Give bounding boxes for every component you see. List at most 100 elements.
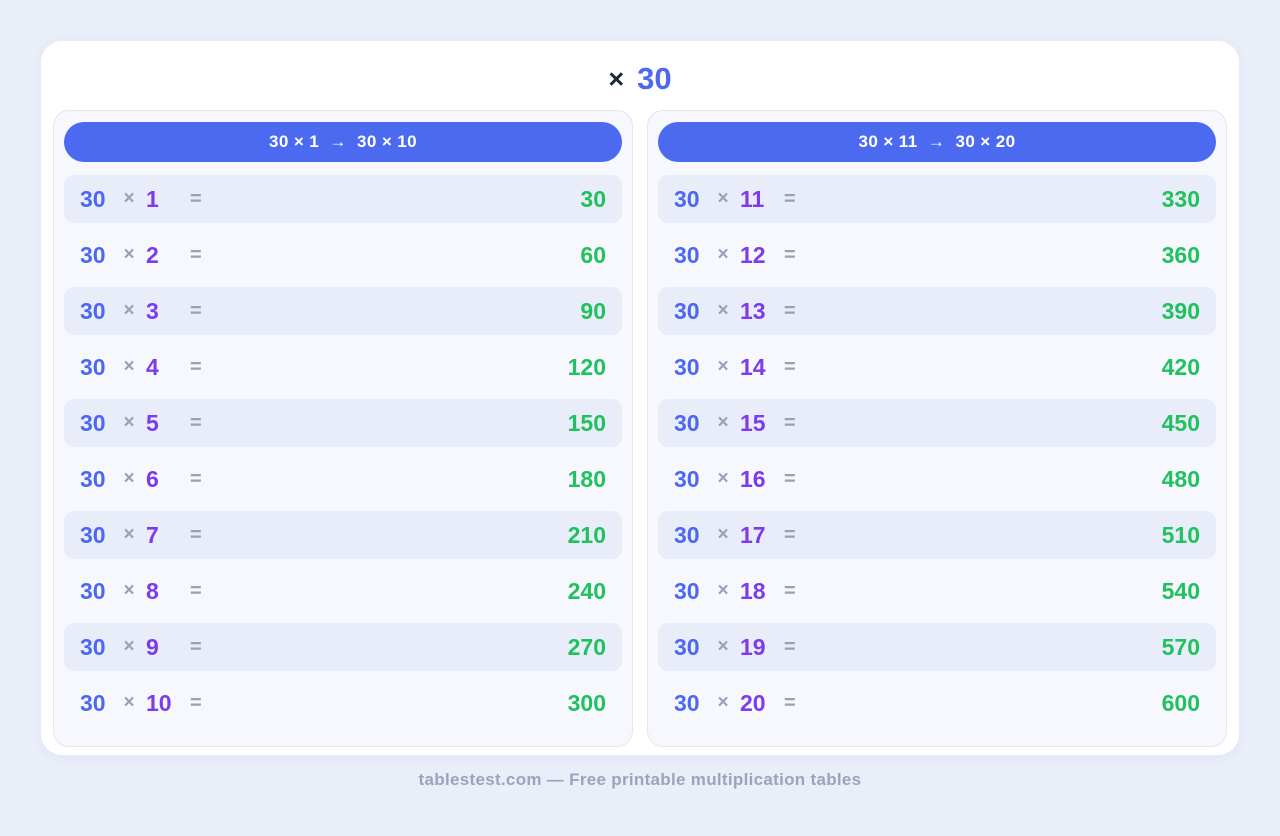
multiplier: 17 xyxy=(740,521,766,548)
table-row: 30 × 4 = 120 xyxy=(64,343,622,391)
multiplicand: 30 xyxy=(80,633,106,660)
multiplier: 13 xyxy=(740,297,766,324)
multiplier: 6 xyxy=(146,465,159,492)
times-sign: × xyxy=(123,524,135,545)
times-sign: × xyxy=(717,636,729,657)
equals-sign: = xyxy=(784,523,796,546)
product: 480 xyxy=(1161,465,1200,492)
multiplicand: 30 xyxy=(674,297,700,324)
table-row: 30 × 15 = 450 xyxy=(658,399,1216,447)
times-sign: × xyxy=(123,244,135,265)
product: 90 xyxy=(580,297,606,324)
equals-sign: = xyxy=(190,635,202,658)
times-sign: × xyxy=(717,300,729,321)
range-header-left: 30 × 1 → 30 × 10 xyxy=(64,122,622,162)
multiplicand: 30 xyxy=(80,465,106,492)
table-row: 30 × 5 = 150 xyxy=(64,399,622,447)
product: 540 xyxy=(1161,577,1200,604)
footer-text: tablestest.com — Free printable multipli… xyxy=(418,770,862,789)
multiplicand: 30 xyxy=(80,241,106,268)
table-row: 30 × 1 = 30 xyxy=(64,175,622,223)
multiplier: 19 xyxy=(740,633,766,660)
multiplicand: 30 xyxy=(674,633,700,660)
table-row: 30 × 6 = 180 xyxy=(64,455,622,503)
multiplier: 4 xyxy=(146,353,159,380)
product: 360 xyxy=(1161,241,1200,268)
times-sign: × xyxy=(123,692,135,713)
multiplier: 14 xyxy=(740,353,766,380)
times-symbol: × xyxy=(608,63,625,94)
product: 330 xyxy=(1161,185,1200,212)
equals-sign: = xyxy=(190,579,202,602)
multiplier: 8 xyxy=(146,577,159,604)
multiplicand: 30 xyxy=(674,241,700,268)
multiplicand: 30 xyxy=(674,409,700,436)
product: 240 xyxy=(567,577,606,604)
product: 270 xyxy=(567,633,606,660)
times-sign: × xyxy=(717,468,729,489)
equals-sign: = xyxy=(190,299,202,322)
times-sign: × xyxy=(123,580,135,601)
table-row: 30 × 19 = 570 xyxy=(658,623,1216,671)
equals-sign: = xyxy=(190,523,202,546)
multiplicand: 30 xyxy=(80,297,106,324)
times-sign: × xyxy=(123,188,135,209)
table-row: 30 × 7 = 210 xyxy=(64,511,622,559)
multiplier: 16 xyxy=(740,465,766,492)
table-row: 30 × 9 = 270 xyxy=(64,623,622,671)
table-row: 30 × 12 = 360 xyxy=(658,231,1216,279)
multiplier: 20 xyxy=(740,689,766,716)
multiplier: 1 xyxy=(146,185,159,212)
range-header-right: 30 × 11 → 30 × 20 xyxy=(658,122,1216,162)
multiplier: 2 xyxy=(146,241,159,268)
page-title: × 30 xyxy=(53,55,1227,103)
product: 390 xyxy=(1161,297,1200,324)
table-row: 30 × 14 = 420 xyxy=(658,343,1216,391)
product: 60 xyxy=(580,241,606,268)
equals-sign: = xyxy=(784,635,796,658)
times-sign: × xyxy=(717,524,729,545)
times-sign: × xyxy=(717,356,729,377)
multiplicand: 30 xyxy=(80,185,106,212)
panels-container: 30 × 1 → 30 × 10 30 × 1 = 30 30 × 2 = 60 30 × 3 = 90… xyxy=(53,110,1227,747)
equals-sign: = xyxy=(784,355,796,378)
multiplicand: 30 xyxy=(80,409,106,436)
times-sign: × xyxy=(717,412,729,433)
table-row: 30 × 3 = 90 xyxy=(64,287,622,335)
product: 180 xyxy=(567,465,606,492)
times-sign: × xyxy=(123,412,135,433)
equals-sign: = xyxy=(190,243,202,266)
table-number: 30 xyxy=(637,61,672,96)
product: 300 xyxy=(567,689,606,716)
equals-sign: = xyxy=(190,467,202,490)
equals-sign: = xyxy=(784,467,796,490)
multiplicand: 30 xyxy=(674,689,700,716)
table-row: 30 × 18 = 540 xyxy=(658,567,1216,615)
equals-sign: = xyxy=(784,691,796,714)
multiplier: 10 xyxy=(146,689,172,716)
table-row: 30 × 20 = 600 xyxy=(658,679,1216,727)
multiplier: 7 xyxy=(146,521,159,548)
times-sign: × xyxy=(123,356,135,377)
product: 570 xyxy=(1161,633,1200,660)
equals-sign: = xyxy=(784,579,796,602)
product: 150 xyxy=(567,409,606,436)
equals-sign: = xyxy=(784,411,796,434)
multiplicand: 30 xyxy=(674,465,700,492)
product: 450 xyxy=(1161,409,1200,436)
multiplicand: 30 xyxy=(80,689,106,716)
panel-left: 30 × 1 → 30 × 10 30 × 1 = 30 30 × 2 = 60 30 × 3 = 90… xyxy=(53,110,633,747)
times-sign: × xyxy=(123,468,135,489)
multiplier: 9 xyxy=(146,633,159,660)
multiplier: 18 xyxy=(740,577,766,604)
multiplier: 11 xyxy=(740,185,765,212)
table-row: 30 × 10 = 300 xyxy=(64,679,622,727)
multiplier: 3 xyxy=(146,297,159,324)
multiplicand: 30 xyxy=(674,521,700,548)
multiplier: 12 xyxy=(740,241,766,268)
multiplier: 5 xyxy=(146,409,159,436)
product: 510 xyxy=(1161,521,1200,548)
multiplicand: 30 xyxy=(80,353,106,380)
multiplicand: 30 xyxy=(674,185,700,212)
table-row: 30 × 11 = 330 xyxy=(658,175,1216,223)
